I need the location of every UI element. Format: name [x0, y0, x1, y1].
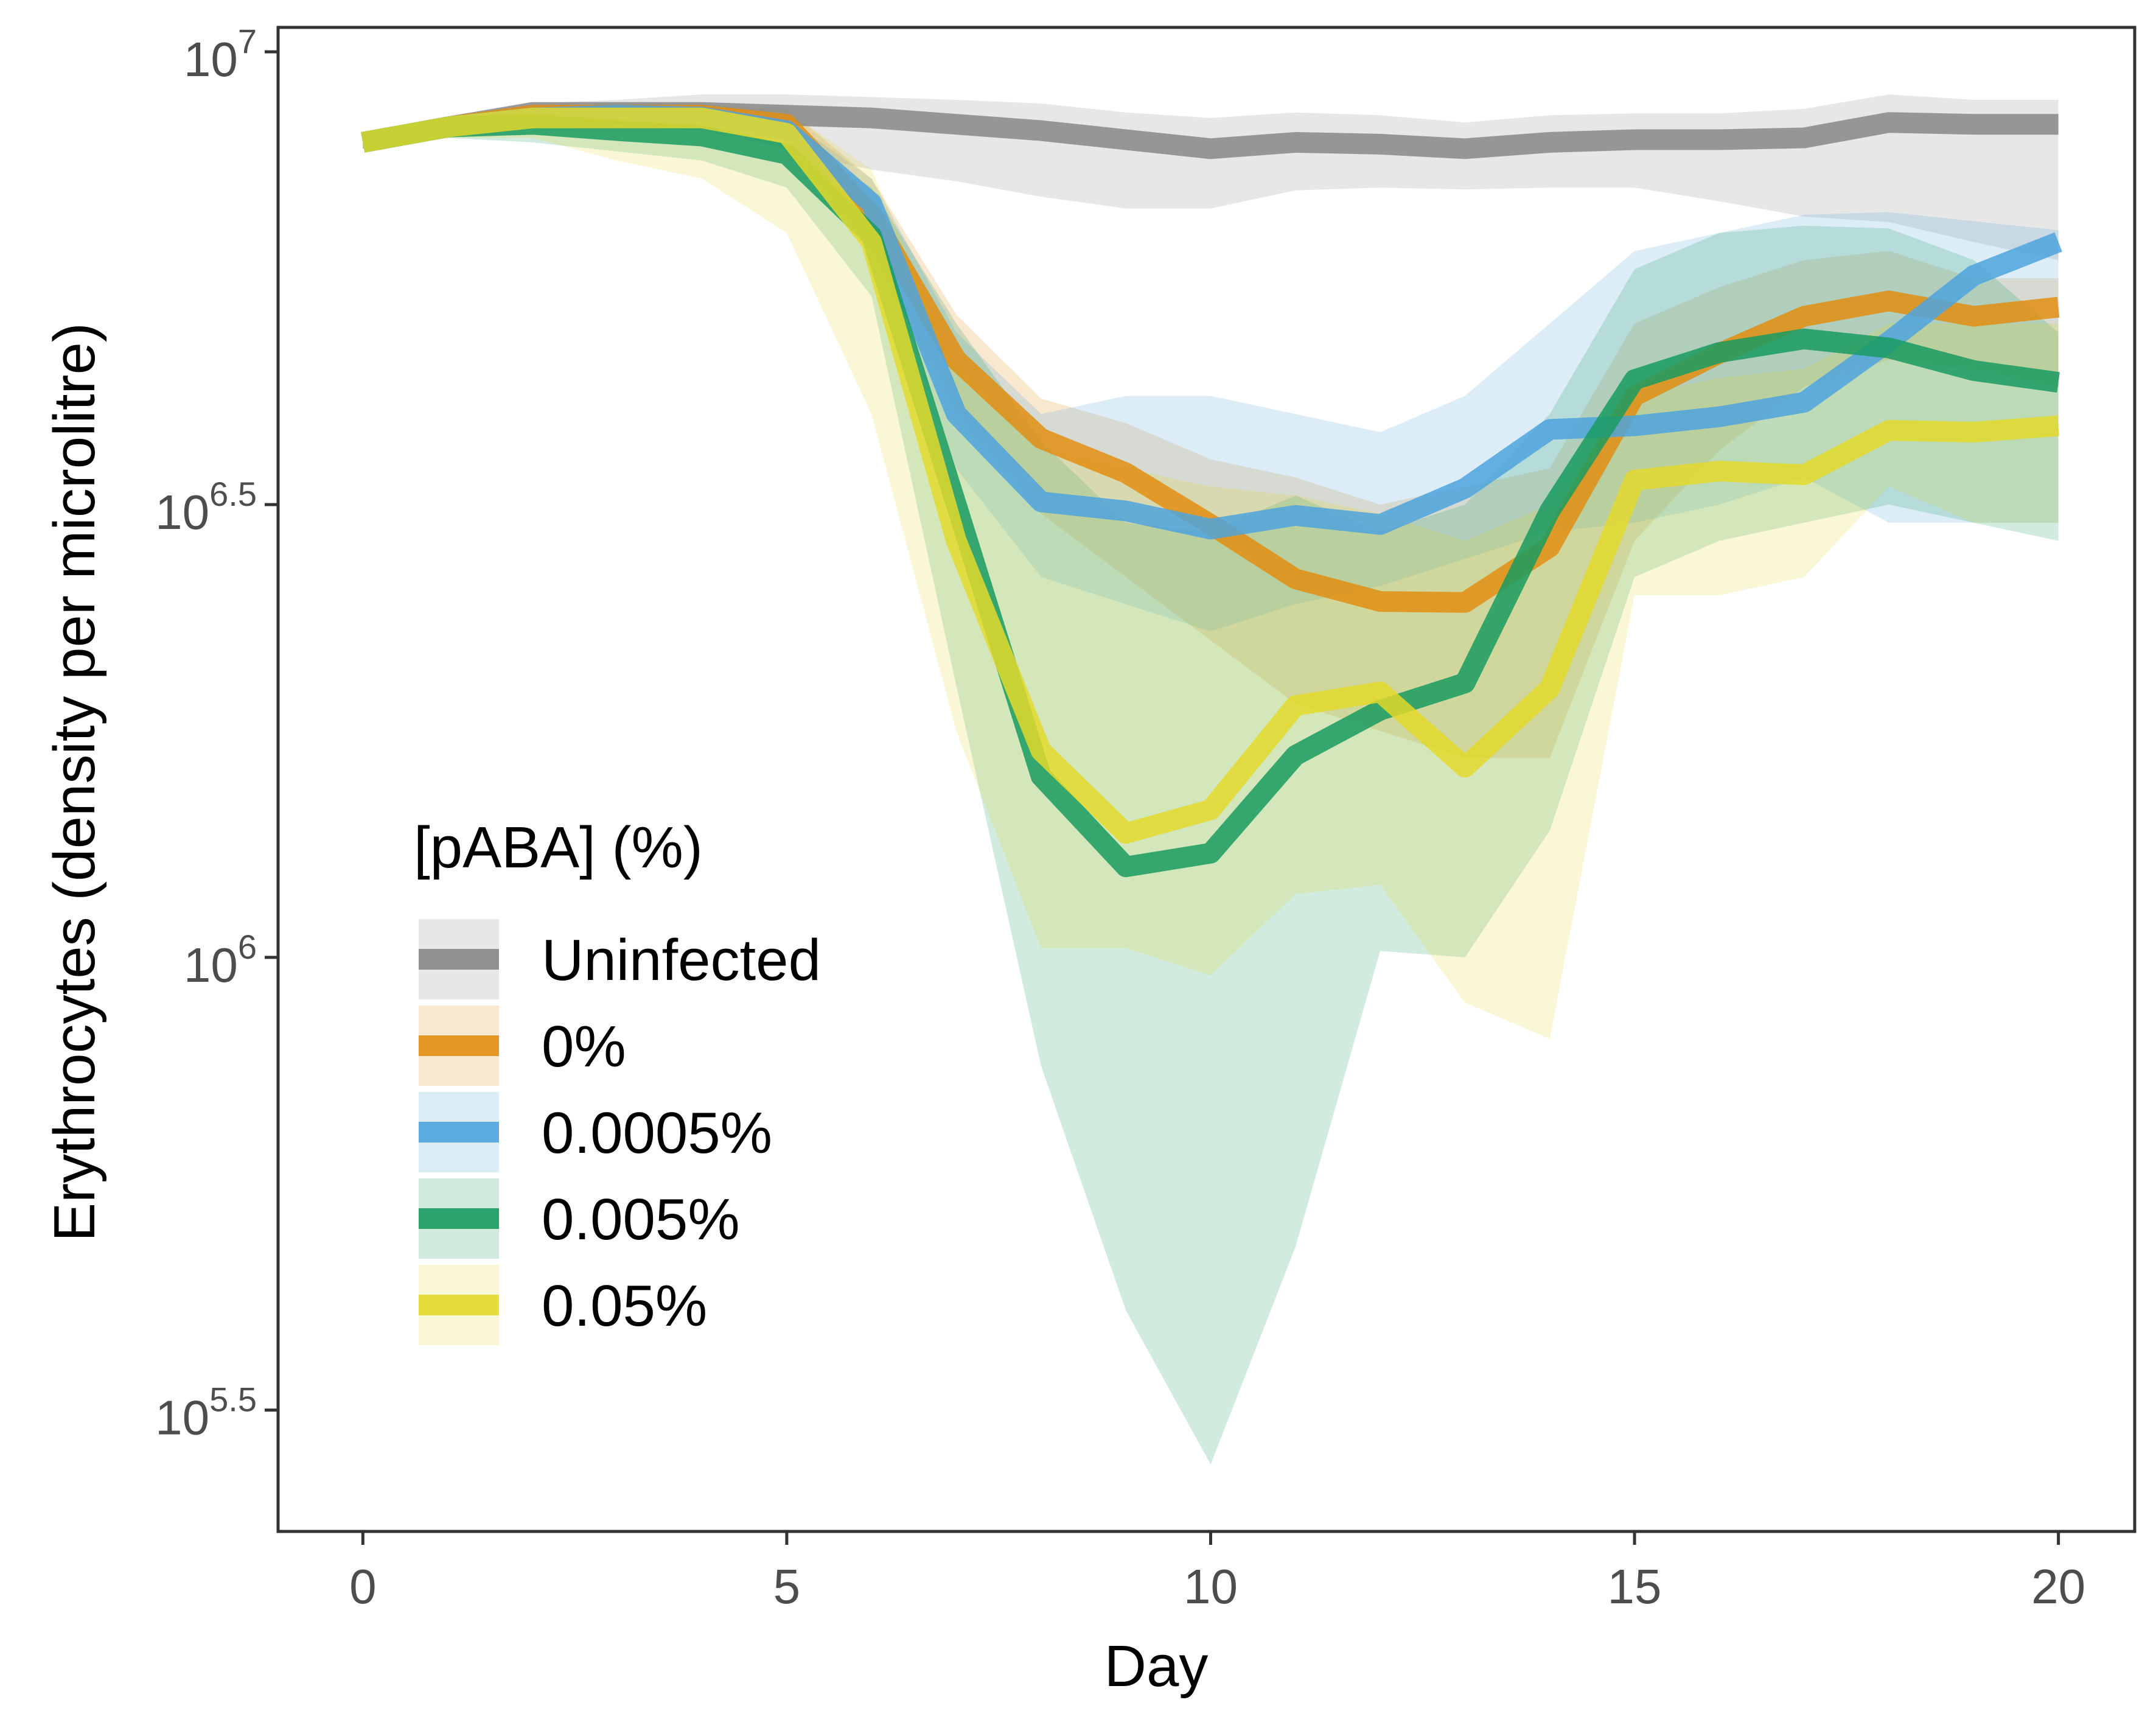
legend-label: 0.0005%	[542, 1100, 772, 1166]
band-0-05	[363, 103, 2059, 1039]
legend-item-0-005: 0.005%	[419, 1178, 740, 1259]
band-0	[363, 106, 2059, 758]
band-0-005	[363, 110, 2059, 1464]
line-0-005	[361, 114, 2060, 878]
mean-lines	[361, 102, 2062, 878]
legend-label: Uninfected	[542, 928, 821, 993]
legend-item-0-0005: 0.0005%	[419, 1092, 772, 1172]
legend-label: 0%	[542, 1014, 626, 1079]
x-tick-label: 15	[1608, 1559, 1662, 1614]
x-axis-title: Day	[1104, 1634, 1209, 1699]
y-tick-label: 106	[184, 928, 257, 992]
x-tick-label: 5	[773, 1559, 801, 1614]
legend-label: 0.05%	[542, 1273, 707, 1338]
legend: [pABA] (%) Uninfected 0% 0.0005% 0.005% 0.05…	[414, 815, 821, 1345]
plot-panel-border	[276, 26, 2137, 1533]
x-tick-label: 10	[1184, 1559, 1238, 1614]
line-0-05	[361, 107, 2059, 844]
x-tick-label: 20	[2031, 1559, 2085, 1614]
legend-item-0: 0%	[419, 1006, 626, 1086]
y-axis-title: Erythrocytes (density per microlitre)	[42, 323, 107, 1242]
legend-item-uninfected: Uninfected	[419, 919, 821, 999]
y-tick-label: 105.5	[155, 1380, 257, 1445]
legend-title: [pABA] (%)	[414, 815, 703, 880]
y-tick-label: 107	[184, 22, 257, 86]
x-axis: 0 5 10 15 20	[349, 1531, 2085, 1614]
legend-item-0-05: 0.05%	[419, 1265, 707, 1345]
x-tick-label: 0	[349, 1559, 377, 1614]
y-tick-label: 106.5	[155, 475, 257, 539]
y-axis: 105.5 106 106.5 107	[155, 22, 278, 1445]
legend-label: 0.005%	[542, 1187, 740, 1252]
